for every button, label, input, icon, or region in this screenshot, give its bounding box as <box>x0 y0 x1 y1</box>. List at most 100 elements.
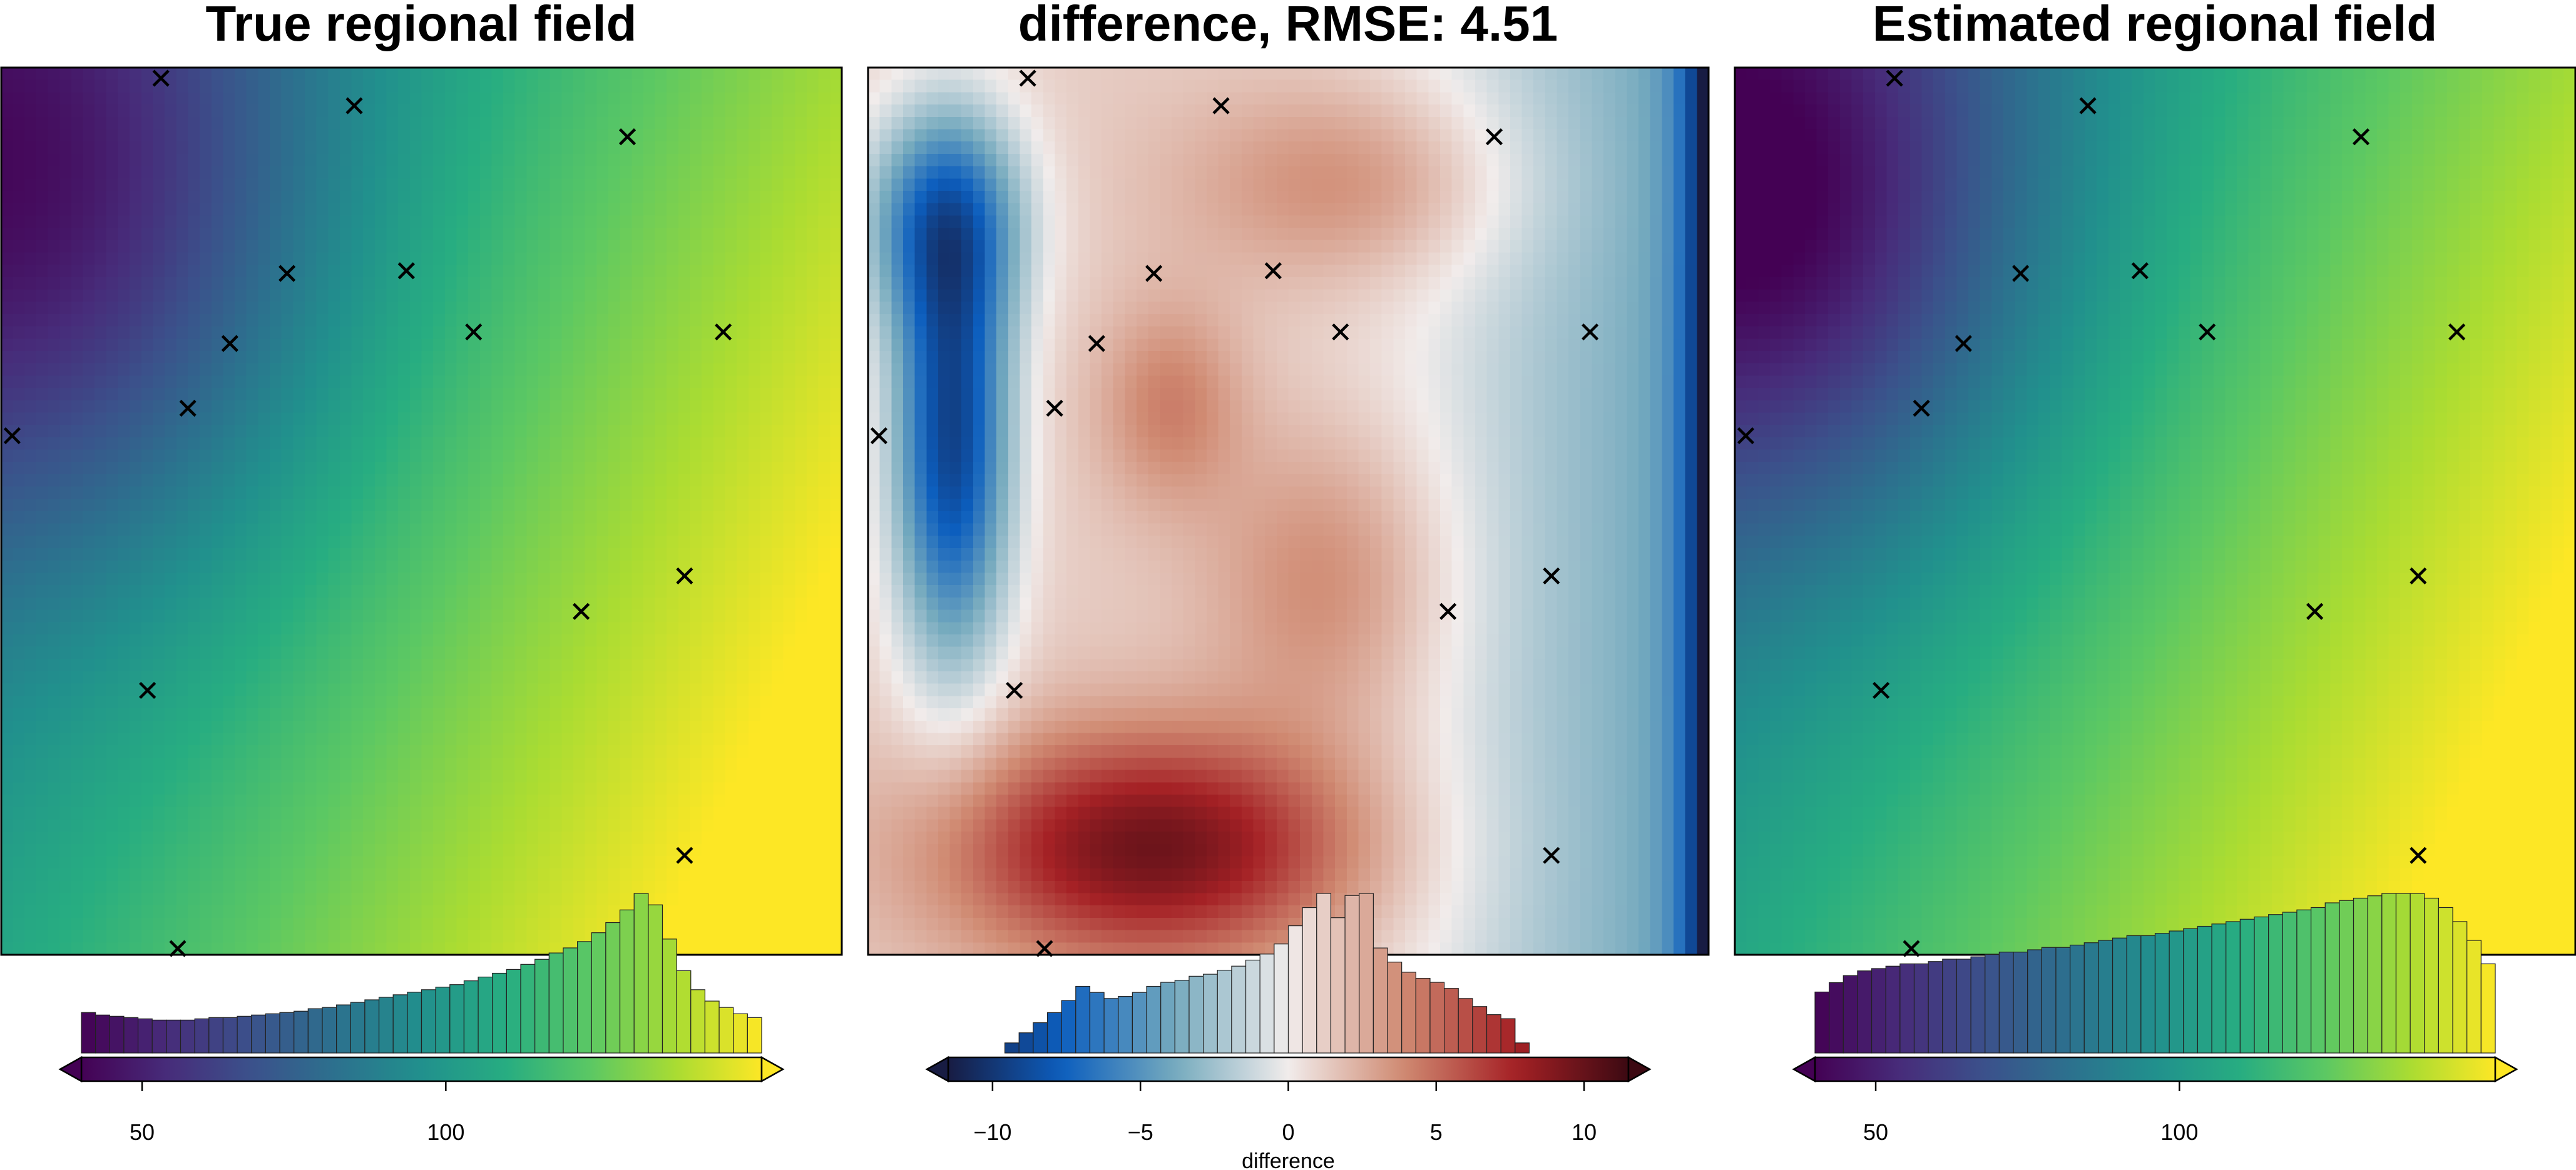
heatmap-cell <box>270 388 282 401</box>
heatmap-cell <box>59 733 72 746</box>
heatmap-cell <box>596 252 609 265</box>
heatmap-cell <box>643 499 656 512</box>
heatmap-cell <box>538 560 551 574</box>
heatmap-cell <box>818 141 831 155</box>
heatmap-cell <box>748 116 761 130</box>
heatmap-cell <box>538 203 551 216</box>
heatmap-cell <box>737 437 749 450</box>
heatmap-cell <box>702 116 714 130</box>
heatmap-cell <box>702 153 714 167</box>
heatmap-cell <box>281 178 294 191</box>
heatmap-cell <box>281 425 294 438</box>
heatmap-cell <box>270 843 282 857</box>
heatmap-cell <box>351 905 364 918</box>
heatmap-cell <box>702 548 714 561</box>
heatmap-cell <box>48 129 61 142</box>
heatmap-cell <box>83 350 96 364</box>
heatmap-cell <box>772 622 784 635</box>
heatmap-cell <box>363 499 376 512</box>
heatmap-cell <box>748 92 761 105</box>
heatmap-cell <box>678 92 691 105</box>
heatmap-cell <box>795 585 807 598</box>
heatmap-cell <box>339 313 352 327</box>
heatmap-cell <box>737 560 749 574</box>
heatmap-cell <box>258 375 270 389</box>
heatmap-cell <box>83 843 96 857</box>
heatmap-cell <box>456 880 469 894</box>
heatmap-cell <box>795 166 807 180</box>
heatmap-cell <box>795 129 807 142</box>
heatmap-cell <box>491 350 504 364</box>
heatmap-cell <box>620 289 633 302</box>
heatmap-cell <box>748 646 761 660</box>
heatmap-cell <box>573 486 586 500</box>
heatmap-cell <box>830 893 842 907</box>
heatmap-cell <box>235 400 247 414</box>
heatmap-cell <box>549 819 563 832</box>
heatmap-cell <box>36 683 49 697</box>
heatmap-cell <box>281 745 294 758</box>
heatmap-cell <box>818 843 831 857</box>
heatmap-cell <box>293 79 305 93</box>
heatmap-cell <box>316 338 329 352</box>
heatmap-cell <box>760 104 772 118</box>
heatmap-cell <box>235 806 247 820</box>
heatmap-cell <box>13 486 26 500</box>
heatmap-cell <box>223 659 235 672</box>
heatmap-cell <box>24 806 37 820</box>
heatmap-cell <box>13 166 26 180</box>
heatmap-cell <box>783 474 796 487</box>
heatmap-cell <box>48 856 61 869</box>
heatmap-cell <box>106 585 119 598</box>
heatmap-cell <box>95 400 107 414</box>
heatmap-cell <box>339 129 352 142</box>
heatmap-cell <box>59 511 72 524</box>
heatmap-cell <box>176 228 189 241</box>
heatmap-cell <box>48 178 61 191</box>
heatmap-cell <box>386 375 399 389</box>
heatmap-cell <box>678 302 691 315</box>
heatmap-cell <box>24 696 37 709</box>
heatmap-cell <box>316 708 329 721</box>
heatmap-cell <box>807 733 819 746</box>
heatmap-cell <box>188 326 200 340</box>
heatmap-cell <box>409 350 422 364</box>
heatmap-cell <box>818 277 831 290</box>
heatmap-cell <box>130 917 142 931</box>
heatmap-cell <box>795 252 807 265</box>
heatmap-cell <box>760 400 772 414</box>
heatmap-cell <box>526 868 539 882</box>
heatmap-cell <box>71 215 84 228</box>
heatmap-cell <box>130 375 142 389</box>
heatmap-cell <box>573 856 586 869</box>
heatmap-cell <box>748 708 761 721</box>
heatmap-cell <box>328 92 340 105</box>
heatmap-cell <box>188 634 200 648</box>
heatmap-cell <box>655 215 668 228</box>
heatmap-cell <box>71 634 84 648</box>
heatmap-cell <box>561 190 574 204</box>
heatmap-cell <box>655 893 668 907</box>
heatmap-cell <box>596 523 609 537</box>
heatmap-cell <box>270 782 282 795</box>
heatmap-cell <box>807 302 819 315</box>
heatmap-cell <box>725 166 737 180</box>
heatmap-cell <box>24 116 37 130</box>
heatmap-cell <box>398 880 411 894</box>
heatmap-cell <box>561 141 574 155</box>
heatmap-cell <box>386 486 399 500</box>
heatmap-cell <box>549 622 563 635</box>
heatmap-cell <box>667 425 679 438</box>
heatmap-cell <box>176 153 189 167</box>
heatmap-cell <box>514 659 528 672</box>
heatmap-cell <box>608 215 621 228</box>
heatmap-cell <box>83 536 96 549</box>
heatmap-cell <box>106 166 119 180</box>
heatmap-cell <box>830 388 842 401</box>
heatmap-cell <box>223 412 235 425</box>
heatmap-cell <box>24 68 37 81</box>
heatmap-cell <box>200 782 212 795</box>
heatmap-cell <box>444 806 457 820</box>
heatmap-cell <box>258 646 270 660</box>
heatmap-cell <box>491 511 504 524</box>
